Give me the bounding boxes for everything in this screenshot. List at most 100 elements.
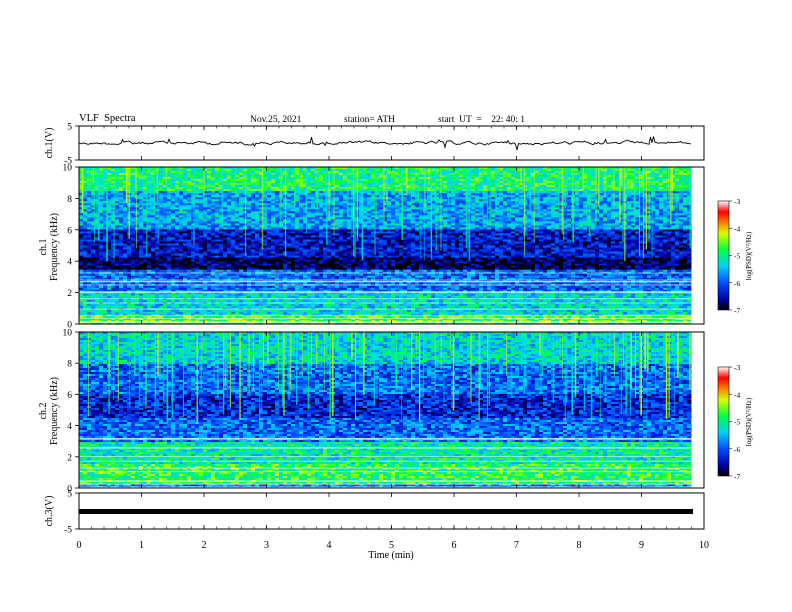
spectrogram-cell — [199, 199, 203, 201]
spectrogram-cell — [175, 197, 179, 199]
spectrogram-cell — [363, 185, 367, 187]
spectrogram-cell — [443, 183, 447, 185]
spectrogram-cell — [651, 191, 655, 193]
spectrogram-cell — [519, 189, 523, 191]
spectrogram-cell — [663, 177, 667, 179]
spectrogram-cell — [551, 203, 555, 205]
spectrogram-cell — [663, 179, 667, 181]
spectrogram-cell — [191, 199, 195, 201]
spectrogram-cell — [503, 187, 507, 189]
spectrogram-cell — [483, 193, 487, 195]
spectrogram-cell — [475, 189, 479, 191]
spectrogram-cell — [239, 177, 243, 179]
spectrogram-cell — [395, 169, 399, 171]
spectrogram-cell — [611, 181, 615, 183]
spectrogram-cell — [275, 193, 279, 195]
spectrogram-cell — [471, 193, 475, 195]
spectrogram-cell — [363, 201, 367, 203]
spectrogram-cell — [447, 205, 451, 207]
spectrogram-cell — [679, 199, 683, 201]
spectrogram-cell — [543, 203, 547, 205]
spectrogram-cell — [251, 179, 255, 181]
spectrogram-cell — [427, 193, 431, 195]
spectrogram-cell — [207, 173, 211, 175]
spectrogram-cell — [507, 201, 511, 203]
spectrogram-cell — [455, 169, 459, 171]
spectrogram-cell — [475, 197, 479, 199]
spectrogram-cell — [239, 203, 243, 205]
spectrogram-cell — [255, 181, 259, 183]
spectrogram-cell — [159, 195, 163, 197]
spectrogram-cell — [171, 181, 175, 183]
spectrogram-cell — [551, 185, 555, 187]
spectrogram-cell — [319, 177, 323, 179]
spectrogram-cell — [579, 201, 583, 203]
spectrogram-cell — [367, 169, 371, 171]
spectrogram-cell — [319, 201, 323, 203]
spectrogram-cell — [551, 173, 555, 175]
spectrogram-cell — [131, 191, 135, 193]
spectrogram-cell — [211, 183, 215, 185]
spectrogram-cell — [215, 193, 219, 195]
spectrogram-cell — [651, 189, 655, 191]
spectrogram-cell — [507, 189, 511, 191]
spectrogram-cell — [231, 177, 235, 179]
spectrogram-cell — [183, 169, 187, 171]
spectrogram-cell — [491, 181, 495, 183]
spectrogram-cell — [655, 169, 659, 171]
spectrogram-cell — [343, 177, 347, 179]
spectrogram-cell — [471, 173, 475, 175]
spectrogram-cell — [407, 195, 411, 197]
spectrogram-cell — [83, 191, 87, 193]
spectrogram-cell — [243, 205, 247, 207]
spectrogram-cell — [311, 199, 315, 201]
spectrogram-cell — [171, 179, 175, 181]
spectrogram-cell — [663, 197, 667, 199]
spectrogram-cell — [195, 177, 199, 179]
spectrogram-cell — [183, 175, 187, 177]
spectrogram-cell — [335, 187, 339, 189]
spectrogram-cell — [451, 201, 455, 203]
spectrogram-cell — [607, 189, 611, 191]
spectrogram-cell — [131, 179, 135, 181]
spectrogram-cell — [615, 175, 619, 177]
spectrogram-cell — [343, 183, 347, 185]
spectrogram-cell — [199, 203, 203, 205]
spectrogram-cell — [339, 183, 343, 185]
spectrogram-cell — [415, 201, 419, 203]
spectrogram-cell — [491, 185, 495, 187]
spectrogram-cell — [195, 189, 199, 191]
spectrogram-cell — [271, 189, 275, 191]
spectrogram-cell — [615, 199, 619, 201]
spectrogram-cell — [607, 169, 611, 171]
spectrogram-cell — [175, 189, 179, 191]
spectrogram-cell — [243, 183, 247, 185]
spectrogram-cell — [131, 187, 135, 189]
spectrogram-cell — [187, 205, 191, 207]
spectrogram-cell — [603, 205, 607, 207]
spectrogram-cell — [591, 187, 595, 189]
spectrogram-cell — [239, 173, 243, 175]
spectrogram-cell — [319, 197, 323, 199]
spectrogram-cell — [379, 177, 383, 179]
spectrogram-cell — [659, 185, 663, 187]
spectrogram-cell — [191, 173, 195, 175]
ch1-waveform-line — [79, 137, 691, 151]
spectrogram-cell — [339, 169, 343, 171]
spectrogram-cell — [175, 191, 179, 193]
spectrogram-cell — [159, 171, 163, 173]
spectrogram-cell — [391, 191, 395, 193]
spectrogram-cell — [459, 173, 463, 175]
spectrogram-cell — [307, 197, 311, 199]
spectrogram-cell — [379, 197, 383, 199]
spectrogram-cell — [339, 171, 343, 173]
spectrogram-cell — [659, 181, 663, 183]
spectrogram-cell — [395, 189, 399, 191]
spectrogram-cell — [251, 197, 255, 199]
spectrogram-cell — [611, 183, 615, 185]
spectrogram-cell — [339, 173, 343, 175]
spectrogram-cell — [335, 205, 339, 207]
spectrogram-cell — [271, 205, 275, 207]
spectrogram-cell — [615, 181, 619, 183]
spectrogram-cell — [83, 169, 87, 171]
